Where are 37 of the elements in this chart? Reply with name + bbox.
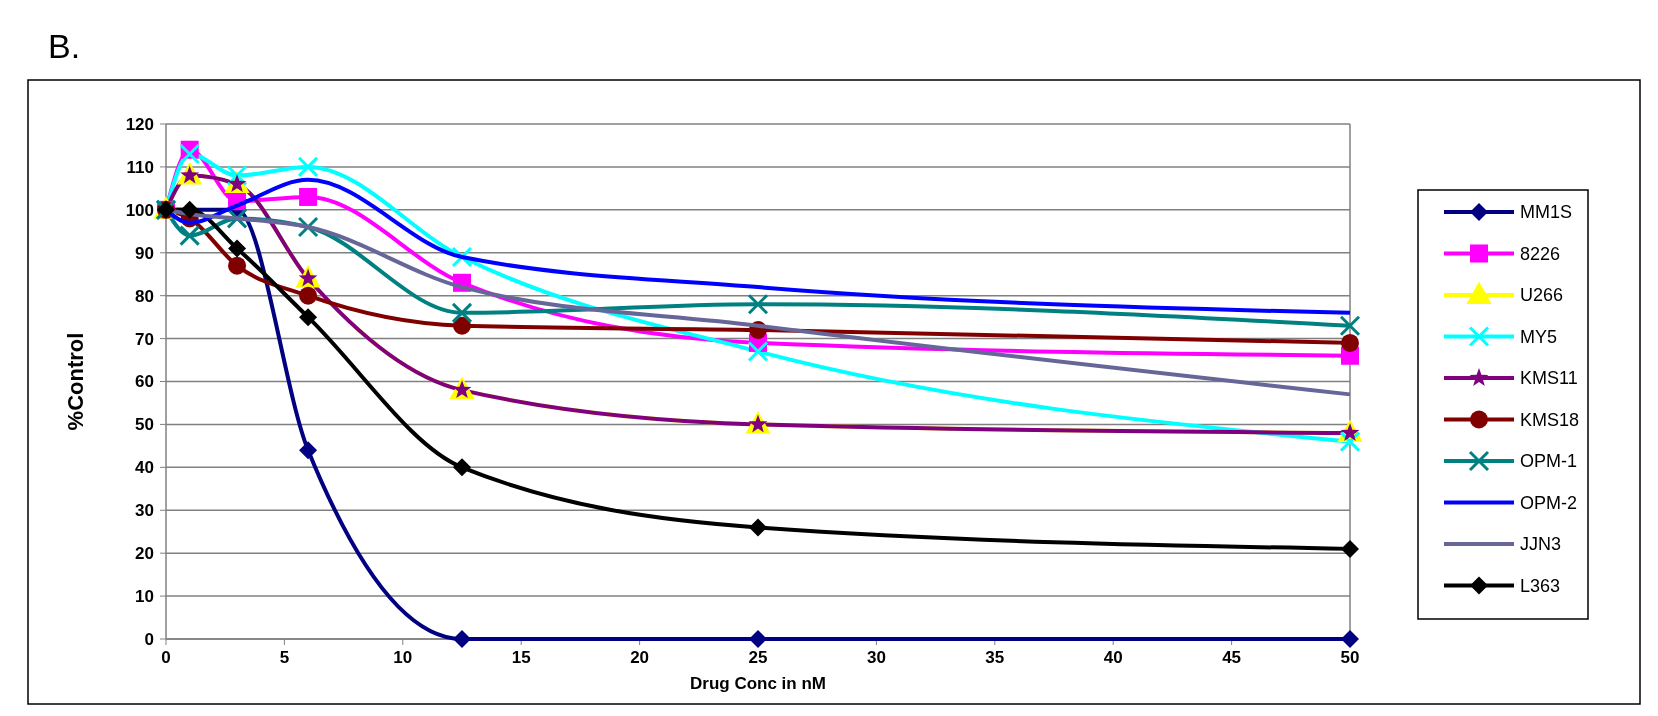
y-tick-label: 120 — [125, 114, 154, 134]
x-tick-label: 0 — [161, 648, 171, 667]
legend-label: 8226 — [1520, 243, 1561, 264]
y-tick-label: 100 — [125, 200, 154, 220]
x-tick-label: 15 — [511, 648, 531, 667]
x-tick-label: 20 — [630, 648, 650, 667]
y-tick-label: 30 — [135, 501, 154, 521]
x-tick-label: 45 — [1222, 648, 1242, 667]
y-tick-label: 0 — [144, 629, 154, 649]
chart-title: B. — [48, 27, 81, 65]
x-tick-label: 5 — [279, 648, 290, 667]
y-tick-label: 80 — [135, 286, 154, 306]
y-axis-title: %Control — [63, 332, 88, 431]
x-tick-label: 40 — [1103, 648, 1123, 667]
legend-label: KMS11 — [1520, 368, 1578, 389]
x-tick-label: 50 — [1340, 648, 1360, 667]
legend-label: MY5 — [1520, 326, 1558, 347]
y-tick-label: 60 — [135, 372, 154, 392]
y-tick-label: 20 — [135, 544, 154, 564]
legend-label: L363 — [1520, 575, 1561, 596]
legend-label: OPM-1 — [1520, 451, 1578, 472]
x-tick-label: 35 — [985, 648, 1005, 667]
legend-label: KMS18 — [1520, 409, 1580, 430]
legend-label: U266 — [1520, 285, 1564, 306]
y-tick-label: 10 — [135, 587, 154, 607]
x-tick-label: 25 — [748, 648, 768, 667]
legend-label: OPM-2 — [1520, 492, 1578, 513]
x-axis-title: Drug Conc in nM — [690, 674, 826, 693]
y-tick-label: 70 — [135, 329, 154, 349]
legend-label: JJN3 — [1520, 534, 1562, 555]
y-tick-label: 110 — [126, 157, 154, 177]
y-tick-label: 40 — [135, 458, 154, 478]
x-tick-label: 30 — [866, 648, 886, 667]
legend-label: MM1S — [1520, 202, 1573, 223]
y-tick-label: 90 — [135, 243, 154, 263]
x-tick-label: 10 — [393, 648, 413, 667]
y-tick-label: 50 — [135, 415, 154, 435]
